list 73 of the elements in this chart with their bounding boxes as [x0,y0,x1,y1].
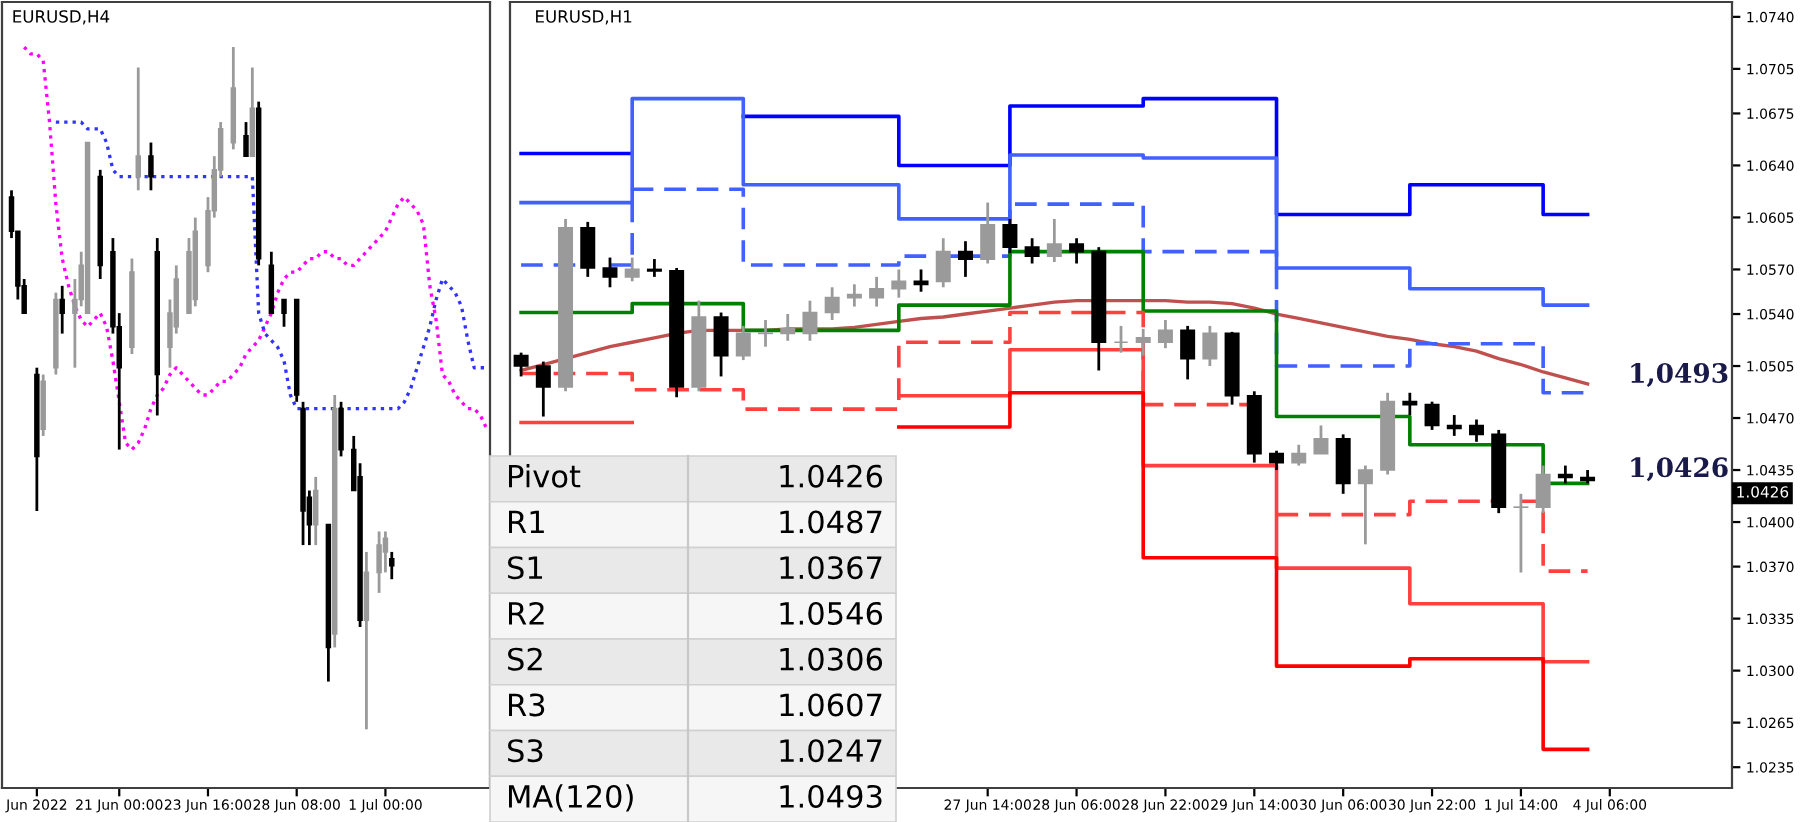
candlestick [1402,391,1418,417]
candlestick [1202,324,1218,368]
candlestick [1446,413,1462,438]
line-series [519,298,1590,386]
annotation: 1.0426 [780,464,883,488]
candlestick [59,284,65,335]
candlestick [535,360,551,418]
candlestick [1313,424,1329,456]
annotation: R2 [509,601,544,625]
annotation: 1.0493 [780,784,882,808]
candlestick [389,550,395,581]
candlestick [1135,327,1151,358]
annotation: 1.0247 [780,739,882,763]
candlestick [281,298,287,329]
candlestick [1291,443,1307,467]
annotation: 1.0607 [780,693,882,717]
candlestick [135,66,141,192]
candlestick [1335,432,1351,496]
candlestick [802,299,818,343]
candlestick [780,312,796,343]
annotation: 1.0487 [780,510,882,534]
candlestick [713,311,729,378]
annotation: R3 [509,693,545,717]
candlestick [40,373,46,438]
candlestick [1424,400,1440,432]
annotation: S1 [508,556,543,580]
candlestick [1113,324,1129,355]
candlestick [957,239,973,279]
candlestick [363,550,370,731]
candlestick [824,285,840,322]
candlestick [935,236,951,289]
annotation: S3 [508,739,543,763]
annotation: 1.0306 [780,647,883,671]
annotation: 1,0493 [1631,363,1728,387]
candlestick [913,268,929,294]
annotation: 1,0426 [1631,457,1728,482]
chart-title: EURUSD,H4 [13,10,110,25]
candlestick [891,268,907,300]
candlestick [513,351,529,378]
candlestick [646,257,662,279]
annotation: 1.0546 [780,601,883,625]
candlestick [1024,236,1040,265]
candlestick [268,250,275,315]
candlestick [1468,418,1484,444]
candlestick [624,256,640,283]
candlestick [1513,492,1529,574]
annotation: Pivot [509,464,581,488]
candlestick [148,141,154,192]
annotation: R1 [509,510,544,534]
candlestick [1157,318,1173,350]
chart-title: EURUSD,H1 [536,10,632,25]
annotation: S2 [508,647,542,671]
candlestick [869,275,885,308]
candlestick [1046,217,1062,264]
candlestick [249,66,256,158]
candlestick [602,256,618,289]
candlestick [980,201,996,265]
annotation: 1.0367 [780,556,882,580]
candlestick [338,400,344,458]
candlestick [758,318,774,349]
candlestick [846,282,862,308]
candlestick [1180,324,1196,381]
candlestick [1269,449,1285,472]
candlestick [243,120,249,158]
candlestick [580,220,596,279]
annotation: MA(120) [509,784,633,812]
candlestick [735,324,751,362]
candlestick [312,475,319,547]
candlestick [1535,464,1551,515]
candlestick [1069,236,1085,265]
candlestick [1357,464,1373,546]
candlestick [1002,217,1018,255]
candlestick [376,530,382,595]
